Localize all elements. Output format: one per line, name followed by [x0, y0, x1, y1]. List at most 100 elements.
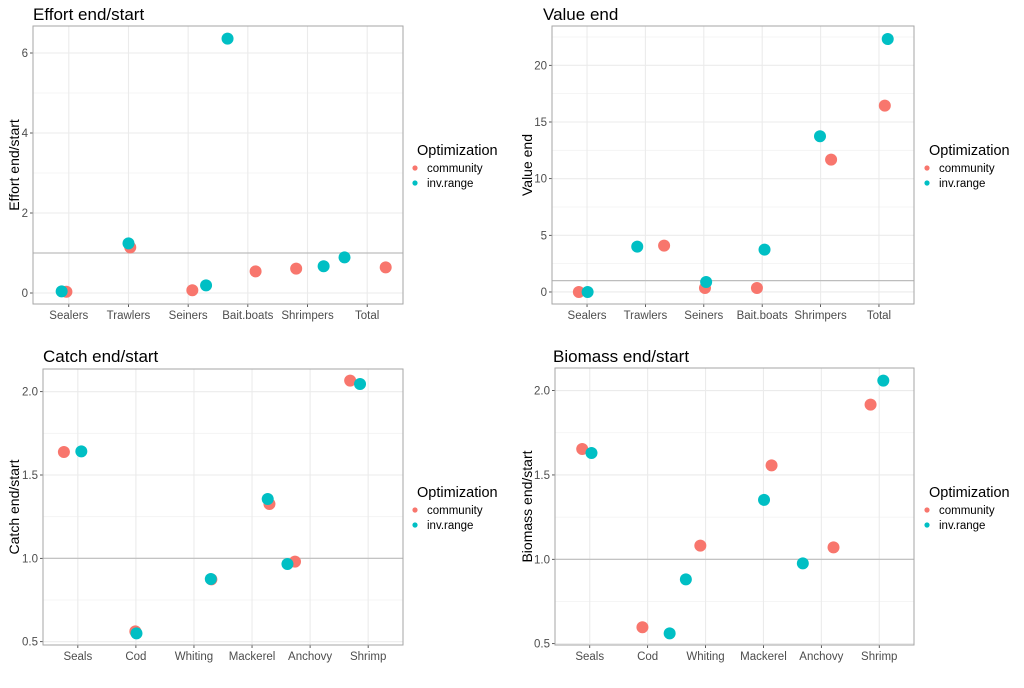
- x-tick-label: Seiners: [169, 310, 208, 322]
- y-tick-label: 0: [541, 287, 547, 299]
- data-point-community: [825, 153, 838, 166]
- data-point-inv-range: [881, 33, 894, 46]
- y-axis-label: Value end: [519, 134, 535, 196]
- x-tick-label: Shrimpers: [794, 310, 847, 322]
- legend-label: community: [427, 163, 483, 175]
- x-tick-label: Cod: [125, 651, 146, 663]
- panel-effort-end-start: 0 2 4 6 Sealers Trawlers Seiners Bait.boats Shri…: [6, 5, 498, 322]
- legend: Optimization community inv.range: [412, 485, 498, 532]
- data-point-inv-range: [354, 378, 367, 390]
- plot-background: [43, 369, 403, 645]
- data-point-community: [576, 442, 589, 455]
- y-tick-label: 0.5: [534, 639, 550, 651]
- data-point-inv-range: [877, 374, 890, 387]
- plot-background: [555, 368, 914, 645]
- data-point-inv-range: [261, 493, 274, 505]
- data-point-inv-range: [317, 260, 330, 273]
- x-tick-label: Mackerel: [229, 651, 276, 663]
- panel-title: Effort end/start: [33, 5, 144, 24]
- data-point-community: [379, 261, 392, 274]
- legend-label: inv.range: [939, 178, 985, 190]
- panel-border: [42, 368, 404, 646]
- data-point-inv-range: [758, 493, 771, 506]
- legend-key-inv-range: [924, 180, 930, 186]
- y-tick-label: 2.0: [22, 387, 38, 399]
- data-point-community: [694, 539, 707, 552]
- x-tick-label: Seiners: [684, 310, 723, 322]
- x-tick-label: Shrimp: [350, 651, 386, 663]
- legend: Optimization community inv.range: [924, 485, 1010, 532]
- data-point-inv-range: [631, 240, 644, 253]
- panel-title: Catch end/start: [43, 347, 159, 366]
- y-tick-label: 0.5: [22, 637, 38, 649]
- panel-title: Biomass end/start: [553, 347, 689, 366]
- data-point-community: [864, 398, 877, 411]
- data-point-community: [636, 621, 649, 634]
- x-tick-label: Seals: [63, 651, 92, 663]
- data-point-inv-range: [796, 557, 809, 570]
- x-tick-label: Total: [867, 310, 891, 322]
- legend-key-community: [412, 507, 418, 513]
- legend-label: community: [939, 163, 995, 175]
- legend-label: community: [427, 505, 483, 517]
- panel-value-end: 0 5 10 15 20 Sealers Trawlers Seiners Bait.boats…: [519, 5, 1010, 322]
- legend: Optimization community inv.range: [924, 143, 1010, 190]
- panel-title: Value end: [543, 5, 618, 24]
- y-tick-label: 10: [534, 174, 547, 186]
- data-point-inv-range: [679, 573, 692, 586]
- data-point-inv-range: [338, 251, 351, 264]
- data-point-inv-range: [200, 279, 213, 292]
- panel-catch-end-start: 0.5 1.0 1.5 2.0 Seals Cod Whiting Mackerel Ancho…: [6, 347, 498, 663]
- legend: Optimization community inv.range: [412, 143, 498, 190]
- data-point-community: [827, 541, 840, 554]
- legend-title: Optimization: [929, 143, 1010, 159]
- data-point-inv-range: [221, 32, 234, 45]
- legend-key-community: [412, 165, 418, 171]
- x-tick-label: Shrimp: [861, 651, 897, 663]
- y-tick-label: 2.0: [534, 386, 550, 398]
- x-tick-label: Bait.boats: [737, 310, 788, 322]
- x-tick-label: Bait.boats: [222, 310, 273, 322]
- data-point-inv-range: [122, 237, 135, 250]
- data-point-community: [290, 262, 303, 275]
- x-tick-label: Whiting: [175, 651, 213, 663]
- y-tick-label: 1.5: [534, 470, 550, 482]
- x-tick-label: Sealers: [568, 310, 607, 322]
- legend-key-community: [924, 507, 930, 513]
- legend-key-community: [924, 165, 930, 171]
- y-axis-label: Catch end/start: [6, 459, 22, 554]
- y-axis-label: Biomass end/start: [519, 450, 535, 562]
- legend-key-inv-range: [924, 522, 930, 528]
- x-tick-label: Trawlers: [107, 310, 151, 322]
- data-point-community: [572, 285, 585, 298]
- data-point-community: [878, 99, 891, 112]
- x-tick-label: Shrimpers: [281, 310, 334, 322]
- data-point-community: [57, 446, 70, 458]
- y-tick-label: 1.0: [22, 553, 38, 565]
- y-tick-label: 4: [22, 128, 29, 140]
- legend-key-inv-range: [412, 522, 418, 528]
- panel-biomass-end-start: 0.5 1.0 1.5 2.0 Seals Cod Whiting Mackerel Ancho…: [519, 347, 1010, 663]
- data-point-inv-range: [204, 573, 217, 585]
- y-tick-label: 6: [22, 48, 28, 60]
- x-tick-label: Total: [355, 310, 379, 322]
- data-point-community: [186, 284, 199, 297]
- data-point-community: [658, 239, 671, 252]
- data-point-inv-range: [130, 627, 143, 640]
- x-tick-label: Cod: [637, 651, 658, 663]
- x-tick-label: Sealers: [49, 310, 88, 322]
- panel-border: [32, 25, 404, 305]
- legend-title: Optimization: [417, 485, 498, 501]
- legend-label: inv.range: [427, 520, 473, 532]
- y-tick-label: 5: [541, 230, 547, 242]
- legend-title: Optimization: [929, 485, 1010, 501]
- x-tick-label: Anchovy: [288, 651, 332, 663]
- x-tick-label: Anchovy: [799, 651, 843, 663]
- data-point-inv-range: [585, 447, 598, 460]
- panel-border: [551, 25, 915, 305]
- plot-background: [552, 26, 914, 304]
- data-point-inv-range: [758, 243, 771, 256]
- data-point-community: [765, 459, 778, 472]
- y-tick-label: 15: [534, 117, 547, 129]
- data-point-inv-range: [813, 130, 826, 143]
